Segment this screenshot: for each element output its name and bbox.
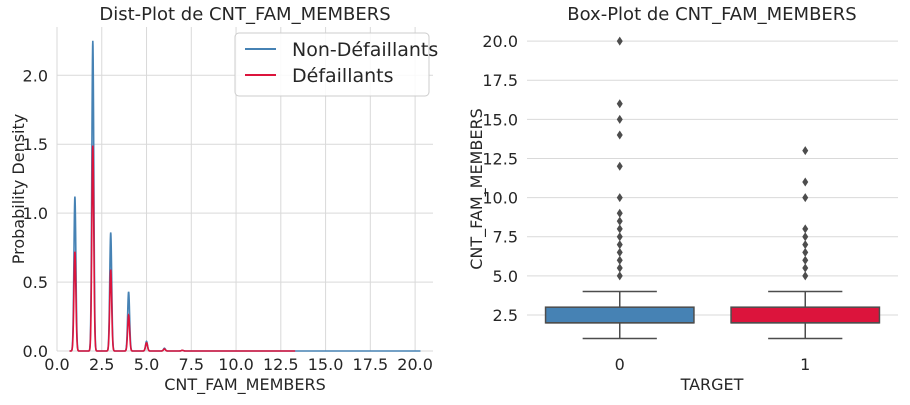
outlier-point [616, 114, 623, 124]
x-tick-label: 20.0 [397, 355, 433, 374]
x-tick-label: 1 [800, 355, 810, 374]
dist-plot-x-label: CNT_FAM_MEMBERS [164, 375, 325, 395]
y-tick-label: 5.0 [493, 267, 518, 286]
dist-plot-x-ticks: 0.0 2.5 5.0 7.5 10.0 12.5 15.0 17.5 20.0 [44, 355, 433, 374]
outlier-point [802, 271, 809, 281]
box-plot-y-label: CNT_FAM_MEMBERS [467, 108, 487, 269]
y-tick-label: 1.5 [23, 135, 48, 154]
outlier-point [616, 247, 623, 257]
outlier-point [802, 263, 809, 273]
box-plot-area [527, 27, 898, 351]
x-tick-label: 17.5 [353, 355, 389, 374]
outlier-point [616, 240, 623, 250]
outlier-point [616, 216, 623, 226]
x-tick-label: 5.0 [134, 355, 159, 374]
y-tick-label: 10.0 [482, 189, 518, 208]
outlier-point [616, 161, 623, 171]
box-target-0 [544, 36, 695, 340]
dist-plot-title: Dist-Plot de CNT_FAM_MEMBERS [99, 4, 390, 25]
outlier-point [616, 130, 623, 140]
outlier-point [802, 232, 809, 242]
y-tick-label: 17.5 [482, 71, 518, 90]
x-tick-label: 7.5 [179, 355, 204, 374]
outlier-point [616, 271, 623, 281]
legend-label-defaillants: Défaillants [292, 65, 394, 87]
box-plot-boxes [544, 36, 881, 340]
y-tick-label: 2.5 [493, 306, 518, 325]
dist-plot-y-ticks: 0.0 0.5 1.0 1.5 2.0 [23, 66, 48, 361]
x-tick-label: 2.5 [89, 355, 114, 374]
outlier-point [616, 255, 623, 265]
outlier-point [616, 208, 623, 218]
outlier-point [616, 232, 623, 242]
box-target-1 [730, 146, 881, 340]
y-tick-label: 0.0 [23, 342, 48, 361]
dist-plot-y-label: Probability Density [9, 114, 28, 265]
box-plot-x-label: TARGET [680, 375, 744, 394]
outlier-point [802, 193, 809, 203]
x-tick-label: 12.5 [263, 355, 299, 374]
legend-frame [234, 32, 430, 97]
outlier-point [616, 224, 623, 234]
iqr-box [544, 306, 695, 324]
y-tick-label: 12.5 [482, 149, 518, 168]
outlier-point [616, 99, 623, 109]
dist-plot-series [69, 40, 421, 352]
outlier-point [802, 255, 809, 265]
box-plot-y-ticks: 2.5 5.0 7.5 10.0 12.5 15.0 17.5 20.0 [482, 32, 518, 325]
dist-plot-panel: 0.0 2.5 5.0 7.5 10.0 12.5 15.0 17.5 20.0 0.0 0.5 1… [9, 4, 438, 395]
outlier-point [802, 247, 809, 257]
y-tick-label: 2.0 [23, 66, 48, 85]
iqr-box [730, 306, 881, 324]
y-tick-label: 0.5 [23, 273, 48, 292]
legend-label-non-defaillants: Non-Défaillants [292, 39, 438, 61]
x-tick-label: 0.0 [44, 355, 69, 374]
outlier-point [802, 146, 809, 156]
x-tick-label: 0 [615, 355, 625, 374]
outlier-point [802, 240, 809, 250]
box-plot-title: Box-Plot de CNT_FAM_MEMBERS [567, 4, 857, 25]
density-line-defaillants [69, 145, 296, 352]
x-tick-label: 10.0 [218, 355, 254, 374]
outlier-point [616, 36, 623, 46]
y-tick-label: 20.0 [482, 32, 518, 51]
outlier-point [616, 263, 623, 273]
outlier-point [616, 193, 623, 203]
outlier-point [802, 177, 809, 187]
y-tick-label: 15.0 [482, 110, 518, 129]
y-tick-label: 7.5 [493, 228, 518, 247]
x-tick-label: 15.0 [308, 355, 344, 374]
y-tick-label: 1.0 [23, 204, 48, 223]
outlier-point [802, 224, 809, 234]
legend: Non-Défaillants Défaillants [234, 32, 438, 97]
